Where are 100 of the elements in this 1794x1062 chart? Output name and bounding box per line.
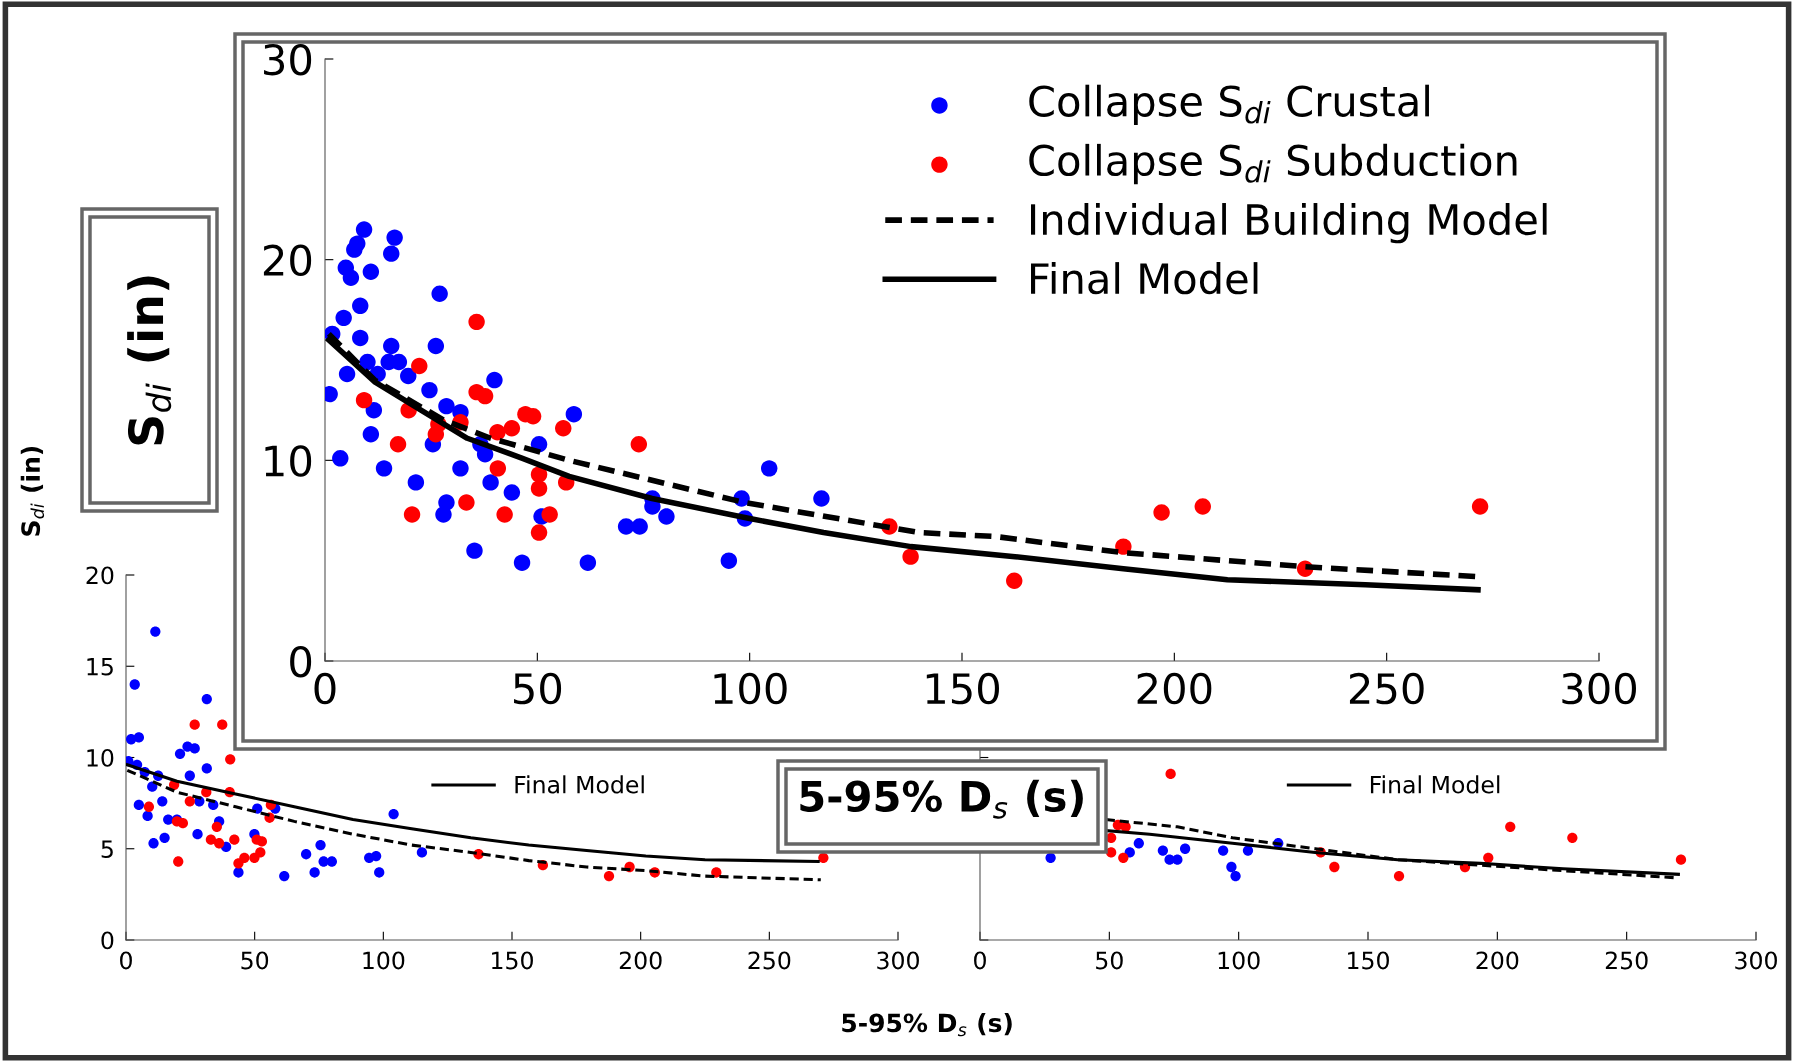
- point: [1675, 854, 1687, 865]
- point: [1471, 498, 1489, 515]
- point: [359, 353, 376, 371]
- point: [476, 446, 494, 463]
- point: [133, 799, 145, 811]
- point: [383, 245, 400, 262]
- point: [1226, 861, 1237, 873]
- x-tick-label: 100: [363, 951, 405, 970]
- point: [421, 381, 438, 399]
- point: [383, 337, 400, 355]
- point: [332, 450, 349, 467]
- point: [1179, 843, 1191, 854]
- x-tick-label: 200: [1476, 951, 1519, 970]
- x-tick-label: 150: [492, 951, 533, 970]
- point: [177, 818, 189, 829]
- point: [631, 518, 648, 535]
- point: [1172, 854, 1183, 865]
- x-tick-label: 0: [314, 672, 336, 705]
- point: [1393, 870, 1405, 882]
- x-tick-label: 250: [1349, 672, 1424, 705]
- point: [579, 554, 597, 571]
- x-tick-label: 0: [974, 951, 986, 970]
- point: [1006, 572, 1023, 589]
- point: [438, 397, 455, 415]
- point: [342, 269, 360, 286]
- point: [617, 518, 635, 535]
- point: [1194, 498, 1211, 515]
- point: [375, 460, 393, 477]
- point: [157, 796, 168, 807]
- point: [189, 743, 200, 754]
- y-tick-label: 10: [265, 445, 312, 477]
- point: [239, 852, 250, 864]
- y-tick-label: 10: [87, 748, 114, 767]
- point: [1242, 845, 1254, 856]
- point: [503, 484, 521, 501]
- point: [1112, 819, 1124, 831]
- point: [229, 834, 240, 845]
- point: [411, 357, 428, 375]
- point: [466, 542, 483, 559]
- point: [184, 770, 195, 781]
- x-tick-label: 300: [877, 951, 919, 970]
- point: [217, 719, 228, 730]
- point: [438, 494, 455, 511]
- point: [309, 867, 320, 878]
- point: [496, 506, 513, 523]
- point: [159, 832, 170, 843]
- legend-label: Final Model: [1370, 775, 1500, 794]
- point: [530, 524, 548, 541]
- point: [142, 810, 153, 822]
- point: [349, 235, 366, 252]
- x-tick-label: 0: [120, 951, 132, 970]
- point: [150, 626, 161, 637]
- x-tick-label: 300: [1735, 951, 1777, 970]
- y-axis-title: S$_{di}$ (in): [127, 276, 172, 445]
- point: [541, 506, 558, 523]
- point: [233, 867, 244, 878]
- point: [458, 494, 475, 511]
- point: [1157, 845, 1169, 856]
- point: [530, 480, 548, 497]
- point: [148, 838, 159, 849]
- point: [335, 309, 352, 327]
- y-tick-label: 0: [101, 931, 114, 950]
- y-tick-label: 0: [290, 645, 312, 678]
- x-tick-label: 100: [714, 672, 787, 705]
- x-tick-label: 150: [1348, 951, 1389, 970]
- point: [486, 371, 503, 389]
- point: [255, 847, 266, 858]
- point: [370, 850, 382, 862]
- point: [1165, 768, 1176, 780]
- point: [201, 763, 212, 774]
- point: [720, 552, 738, 569]
- point: [174, 748, 186, 759]
- point: [352, 329, 369, 347]
- y-tick-label: 15: [87, 658, 113, 676]
- point: [813, 490, 830, 507]
- point: [338, 365, 356, 383]
- point: [1567, 832, 1578, 843]
- point: [386, 229, 403, 246]
- legend-label: Final Model: [1031, 262, 1258, 295]
- point: [326, 856, 338, 867]
- x-axis-title: 5-95% D$_{s}$ (s): [800, 779, 1083, 819]
- point: [173, 856, 184, 867]
- point: [468, 313, 485, 331]
- point: [256, 836, 268, 847]
- point: [476, 387, 494, 405]
- point: [374, 867, 385, 878]
- legend-label: Individual Building Model: [1031, 203, 1547, 244]
- x-tick-label: 200: [1137, 672, 1212, 705]
- point: [630, 436, 648, 453]
- point: [555, 420, 572, 437]
- point: [1218, 845, 1229, 856]
- point: [205, 834, 217, 845]
- y-tick-label: 20: [263, 244, 312, 277]
- x-tick-label: 150: [926, 672, 999, 705]
- point: [1153, 504, 1170, 521]
- point: [1118, 852, 1129, 864]
- point: [1329, 861, 1340, 873]
- point: [362, 426, 380, 443]
- x-tick-label: 300: [1562, 672, 1636, 705]
- point: [133, 732, 145, 743]
